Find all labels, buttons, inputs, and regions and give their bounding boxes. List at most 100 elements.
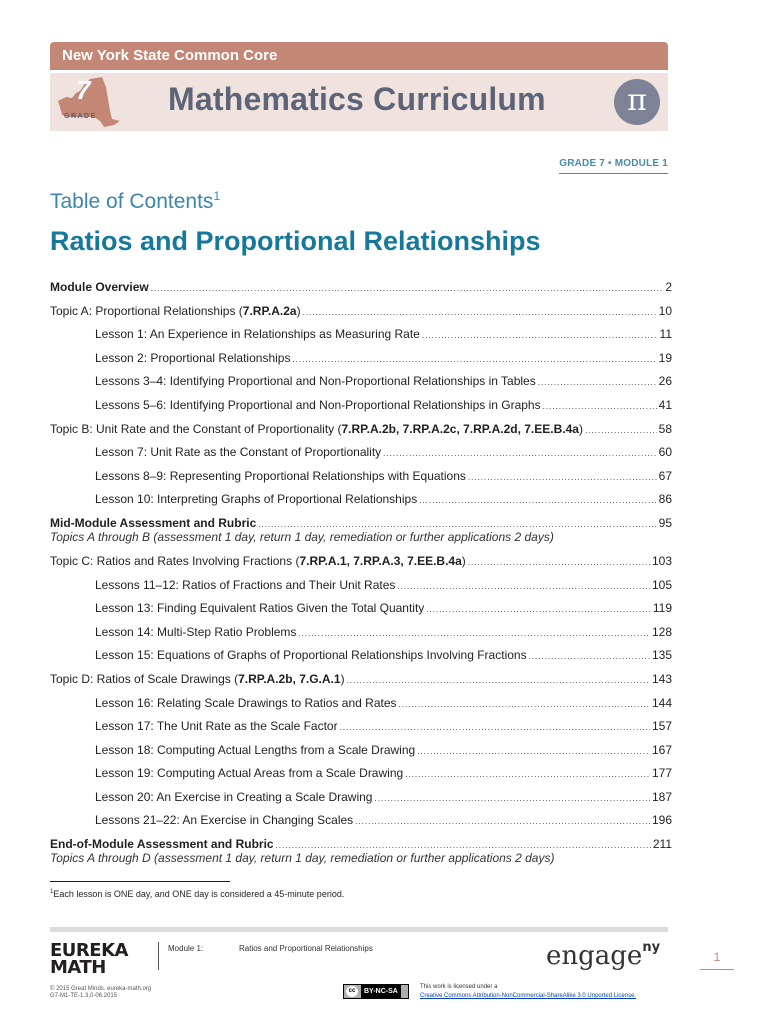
toc-page-number: 103 [651,553,672,568]
toc-entry-topic[interactable]: Topic D: Ratios of Scale Drawings (7.RP.… [50,670,672,694]
toc-entry-title: Lessons 3–4: Identifying Proportional an… [95,372,536,390]
toc-entry-title: Module Overview [50,278,149,296]
toc-entry-lesson[interactable]: Lesson 17: The Unit Rate as the Scale Fa… [50,717,672,741]
dot-leader [538,374,657,392]
toc-entry-section[interactable]: Mid-Module Assessment and Rubric 95 [50,514,672,530]
toc-entry-lesson[interactable]: Lesson 18: Computing Actual Lengths from… [50,741,672,765]
entry-label: Topic B: Unit Rate and the Constant of P… [50,421,342,436]
toc-entry-title: Lesson 1: An Experience in Relationships… [95,325,420,343]
curriculum-banner: 7 GRADE Mathematics Curriculum π [50,73,668,131]
toc-page-number: 67 [658,468,672,483]
toc-entry-title: Lesson 2: Proportional Relationships [95,349,290,367]
toc-entry-lesson[interactable]: Lessons 8–9: Representing Proportional R… [50,467,672,491]
logo-line-1: EUREKA [50,940,128,961]
toc-entry-lesson[interactable]: Lesson 19: Computing Actual Areas from a… [50,764,672,788]
document-code: G7-M1-TE-1.3.0-06.2015 [50,993,118,999]
entry-label: Topic D: Ratios of Scale Drawings ( [50,671,239,686]
module-title: Ratios and Proportional Relationships [50,226,541,256]
new-york-state-icon [58,77,120,127]
toc-entry-title: Topic B: Unit Rate and the Constant of P… [50,420,583,438]
dot-leader [468,554,650,572]
toc-entry-title: End-of-Module Assessment and Rubric [50,835,274,851]
toc-entry-lesson[interactable]: Lessons 3–4: Identifying Proportional an… [50,372,672,396]
dot-leader [543,398,657,416]
toc-entry-lesson[interactable]: Lessons 21–22: An Exercise in Changing S… [50,811,672,835]
entry-label: Lesson 16: Relating Scale Drawings to Ra… [95,695,397,710]
toc-entry-lesson[interactable]: Lesson 1: An Experience in Relationships… [50,325,672,349]
toc-entry-lesson[interactable]: Lesson 16: Relating Scale Drawings to Ra… [50,694,672,718]
creative-commons-badge[interactable]: cc BY-NC-SA [343,984,409,999]
toc-entry-topic[interactable]: Topic B: Unit Rate and the Constant of P… [50,420,672,444]
toc-note: Topics A through B (assessment 1 day, re… [50,529,554,544]
toc-note: Topics A through D (assessment 1 day, re… [50,851,555,866]
dot-leader [258,516,656,530]
toc-entry-title: Topic D: Ratios of Scale Drawings (7.RP.… [50,670,345,688]
dot-leader [397,578,650,596]
eureka-math-logo: EUREKA MATH [50,940,128,978]
toc-page-number: 41 [658,397,672,412]
footnote-divider [50,881,230,882]
entry-label-tail: ) [461,553,466,568]
dot-leader [298,625,650,643]
toc-page-number: 144 [651,695,672,710]
entry-label: Lesson 20: An Exercise in Creating a Sca… [95,789,373,804]
toc-entry-topic[interactable]: Topic C: Ratios and Rates Involving Frac… [50,552,672,576]
entry-label: Mid-Module Assessment and Rubric [50,515,257,530]
dot-leader [355,813,650,831]
entry-label-tail: ) [296,303,301,318]
license-intro: This work is licensed under a [420,984,498,990]
dot-leader [405,766,650,784]
dot-leader [585,422,657,440]
toc-page-number: 211 [652,837,672,852]
entry-label: Lessons 21–22: An Exercise in Changing S… [95,813,354,828]
entry-label: Lesson 14: Multi-Step Ratio Problems [95,624,297,639]
toc-entry-lesson[interactable]: Lesson 20: An Exercise in Creating a Sca… [50,788,672,812]
license-link[interactable]: Creative Commons Attribution-NonCommerci… [420,993,637,999]
toc-entry-title: Lesson 10: Interpreting Graphs of Propor… [95,490,417,508]
entry-label: Lesson 2: Proportional Relationships [95,350,291,365]
table-of-contents: Module Overview 2 Topic A: Proportional Re… [50,278,672,873]
toc-entry-lesson[interactable]: Lesson 15: Equations of Graphs of Propor… [50,646,672,670]
toc-entry-lesson[interactable]: Lessons 5–6: Identifying Proportional an… [50,396,672,420]
footer-divider [50,927,668,932]
grade-number: 7 [76,75,91,105]
entry-label: Topic A: Proportional Relationships ( [50,303,243,318]
toc-page-number: 196 [651,813,672,828]
toc-page-number: 86 [658,492,672,507]
dot-leader [422,327,658,345]
logo-line-2: MATH [50,957,106,978]
toc-entry-title: Lesson 15: Equations of Graphs of Propor… [95,646,527,664]
toc-entry-title: Lesson 13: Finding Equivalent Ratios Giv… [95,599,424,617]
toc-entry-section[interactable]: Module Overview 2 [50,278,672,302]
toc-entry-lesson[interactable]: Lessons 11–12: Ratios of Fractions and T… [50,576,672,600]
toc-entry-lesson[interactable]: Lesson 2: Proportional Relationships 19 [50,349,672,373]
footnote: 1Each lesson is ONE day, and ONE day is … [50,889,344,899]
toc-entry-topic[interactable]: Topic A: Proportional Relationships (7.R… [50,302,672,326]
engageny-logo: engageny [546,940,660,971]
footer-vertical-divider [158,942,159,970]
dot-leader [340,719,650,737]
dot-leader [426,601,651,619]
toc-entry-title: Lessons 11–12: Ratios of Fractions and T… [95,576,395,594]
dot-leader [399,696,650,714]
grade-label: GRADE [64,113,97,120]
dot-leader [347,672,650,690]
dot-leader [292,351,656,369]
toc-entry-lesson[interactable]: Lesson 14: Multi-Step Ratio Problems 128 [50,623,672,647]
toc-entry-lesson[interactable]: Lesson 10: Interpreting Graphs of Propor… [50,490,672,514]
entry-label: Lessons 3–4: Identifying Proportional an… [95,374,536,389]
entry-label: Lesson 7: Unit Rate as the Constant of P… [95,445,382,460]
toc-entry-section[interactable]: End-of-Module Assessment and Rubric 211 [50,835,672,851]
footnote-ref[interactable]: 1 [213,189,221,203]
state-banner: New York State Common Core [50,42,668,70]
entry-label: End-of-Module Assessment and Rubric [50,837,274,852]
toc-entry-lesson[interactable]: Lesson 7: Unit Rate as the Constant of P… [50,443,672,467]
toc-entry-lesson[interactable]: Lesson 13: Finding Equivalent Ratios Giv… [50,599,672,623]
curriculum-title: Mathematics Curriculum [168,81,546,117]
toc-page-number: 95 [658,515,672,530]
toc-page-number: 19 [658,350,672,365]
toc-page-number: 119 [652,601,672,616]
entry-label: Lesson 1: An Experience in Relationships… [95,327,420,342]
entry-label: Lessons 8–9: Representing Proportional R… [95,468,466,483]
copyright-text: © 2015 Great Minds. eureka-math.org [50,986,152,992]
